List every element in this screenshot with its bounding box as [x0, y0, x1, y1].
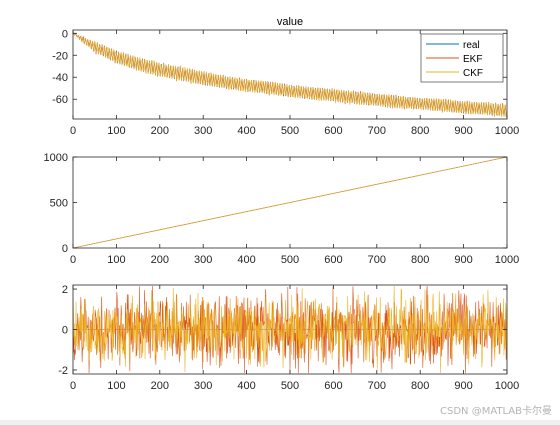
x-tick-label: 900 — [454, 380, 472, 392]
y-tick-label: 2 — [62, 284, 68, 296]
x-tick-label: 900 — [454, 254, 472, 266]
x-tick-label: 500 — [281, 380, 299, 392]
x-tick-label: 800 — [411, 254, 429, 266]
chart-title: value — [277, 16, 303, 28]
series-line-3 — [73, 286, 507, 373]
x-tick-label: 200 — [151, 380, 169, 392]
x-tick-label: 0 — [70, 380, 76, 392]
watermark: CSDN @MATLAB卡尔曼 — [440, 406, 552, 417]
x-tick-label: 500 — [281, 254, 299, 266]
x-tick-label: 100 — [107, 254, 125, 266]
x-tick-label: 800 — [411, 380, 429, 392]
y-tick-label: -20 — [52, 50, 68, 62]
x-tick-label: 200 — [151, 125, 169, 137]
y-tick-label: 0 — [62, 28, 68, 40]
x-tick-label: 200 — [151, 254, 169, 266]
x-tick-label: 700 — [368, 254, 386, 266]
x-tick-label: 600 — [324, 380, 342, 392]
y-tick-label: 500 — [50, 198, 68, 210]
subplot-1: 0 100 200 300 400 500 600 700 800 900 1000 0 -20 -40 -… — [52, 16, 519, 137]
series-line-3 — [73, 32, 507, 118]
series-group — [73, 32, 507, 118]
legend-label: real — [463, 40, 480, 51]
x-tick-label: 600 — [324, 125, 342, 137]
legend-label: CKF — [463, 68, 483, 79]
y-tick-label: 0 — [62, 243, 68, 255]
y-tick-label: 0 — [62, 325, 68, 337]
x-tick-label: 700 — [368, 125, 386, 137]
x-tick-label: 400 — [237, 380, 255, 392]
x-tick-label: 300 — [194, 254, 212, 266]
x-tick-label: 800 — [411, 125, 429, 137]
y-tick-label: -2 — [58, 365, 68, 377]
subplot-2: 0 100 200 300 400 500 600 700 800 900 1000 0 500 1000 — [44, 152, 520, 266]
legend: real EKF CKF — [420, 33, 504, 83]
series-line-3 — [73, 157, 507, 248]
y-tick-label: -60 — [52, 94, 68, 106]
x-tick-label: 400 — [237, 254, 255, 266]
x-tick-label: 500 — [281, 125, 299, 137]
x-tick-label: 1000 — [495, 125, 519, 137]
y-tick-label: 1000 — [44, 152, 68, 164]
x-tick-label: 300 — [194, 125, 212, 137]
x-tick-label: 100 — [107, 125, 125, 137]
x-tick-label: 600 — [324, 254, 342, 266]
x-tick-label: 1000 — [495, 380, 519, 392]
x-tick-label: 700 — [368, 380, 386, 392]
x-tick-label: 0 — [70, 125, 76, 137]
series-group — [73, 157, 507, 248]
x-tick-label: 900 — [454, 125, 472, 137]
x-tick-label: 100 — [107, 380, 125, 392]
x-tick-label: 0 — [70, 254, 76, 266]
x-tick-label: 300 — [194, 380, 212, 392]
x-tick-label: 1000 — [495, 254, 519, 266]
legend-label: EKF — [463, 54, 482, 65]
y-tick-label: -40 — [52, 72, 68, 84]
x-tick-label: 400 — [237, 125, 255, 137]
